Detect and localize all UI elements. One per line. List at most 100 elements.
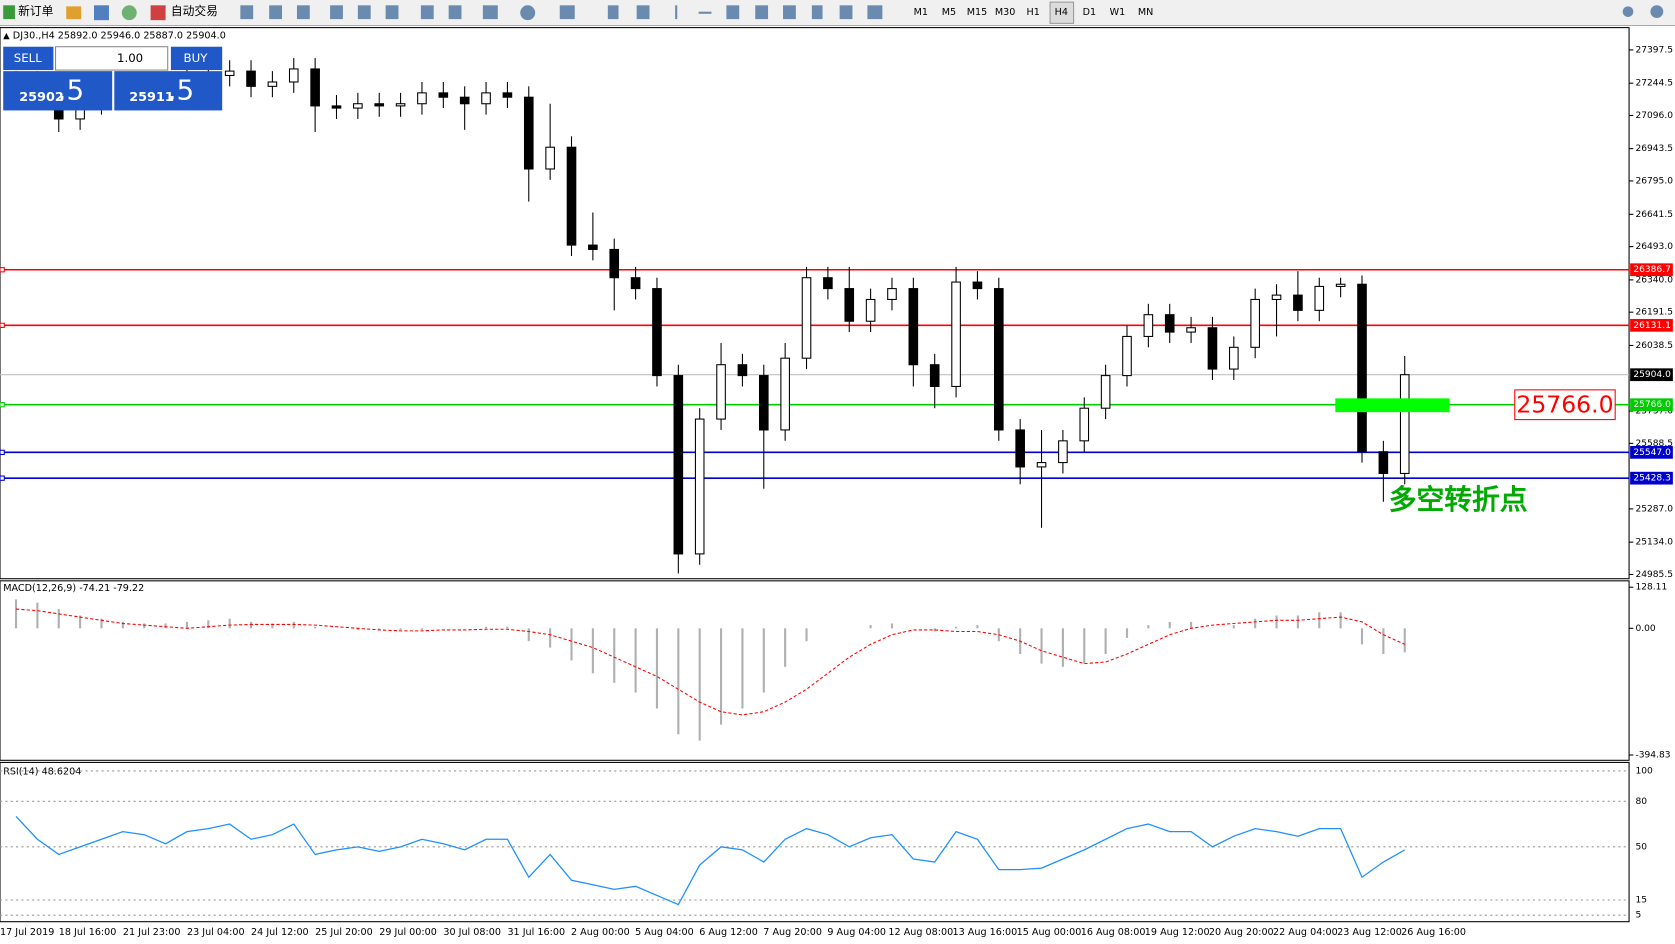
ask-price[interactable]: 25911 (129, 90, 174, 105)
candle-body (1164, 314, 1175, 333)
ask-pips[interactable]: .5 (168, 73, 195, 106)
candle-body (630, 277, 641, 290)
tool[interactable] (783, 5, 796, 20)
candle-body (716, 364, 726, 420)
sell-label[interactable]: SELL (14, 51, 42, 65)
timeframe[interactable]: M30 (995, 7, 1016, 18)
candle-body (780, 357, 790, 431)
level-label: 25547.0 (1633, 448, 1671, 458)
tool[interactable] (357, 5, 371, 20)
current-price-label: 25904.0 (1633, 370, 1671, 380)
candle-body (1399, 374, 1410, 474)
level-label: 25428.3 (1633, 474, 1671, 484)
tool[interactable] (839, 5, 853, 20)
candle-body (288, 68, 299, 83)
timeframe[interactable]: M15 (967, 7, 988, 18)
timeframe[interactable]: H4 (1055, 7, 1068, 18)
lot-input[interactable] (55, 46, 169, 71)
y-tick-label: 26641.5 (1635, 210, 1673, 220)
tool[interactable] (420, 5, 434, 20)
y-tick-label: 25588.5 (1635, 439, 1673, 449)
level-tag (1630, 318, 1673, 332)
candle-body (1293, 294, 1303, 311)
tool[interactable] (482, 5, 498, 20)
timeframe[interactable]: MN (1138, 7, 1153, 18)
tool[interactable] (520, 5, 536, 21)
bid-pips[interactable]: .5 (58, 73, 85, 106)
tool[interactable] (698, 11, 712, 14)
buy-button[interactable] (170, 46, 223, 71)
timeframe[interactable]: M1 (914, 7, 928, 18)
buy-label[interactable]: BUY (184, 51, 209, 65)
tool[interactable] (330, 5, 343, 20)
highlight-zone (1335, 398, 1450, 413)
y-tick-label: 26340.0 (1635, 275, 1673, 285)
level-handle (0, 475, 5, 481)
candle-body (1335, 283, 1346, 287)
chart-header: DJ30.,H4 25892.0 25946.0 25887.0 25904.0 (13, 31, 226, 42)
active-timeframe (1049, 1, 1075, 24)
candle-body (1207, 327, 1218, 370)
icon[interactable] (66, 6, 82, 20)
candle-body (523, 96, 534, 170)
time-label: 5 Aug 04:00 (635, 927, 694, 938)
level-tag (1630, 263, 1673, 277)
time-label: 30 Jul 08:00 (443, 927, 501, 938)
candle-body (865, 298, 876, 322)
community[interactable] (1650, 5, 1664, 19)
candle-body (438, 92, 449, 98)
level-handle (0, 402, 5, 408)
bid-price[interactable]: 25902 (19, 90, 64, 105)
new-order-icon[interactable] (3, 5, 15, 20)
tool[interactable] (867, 5, 883, 20)
signal-line (15, 608, 1405, 716)
tool[interactable] (448, 5, 462, 20)
candle-body (1015, 429, 1025, 468)
candle-body (353, 103, 363, 109)
timeframe[interactable]: H1 (1027, 7, 1040, 18)
icon[interactable] (94, 5, 109, 21)
time-label: 17 Jul 2019 (0, 927, 54, 938)
time-label: 2 Aug 00:00 (571, 927, 630, 938)
y-tick-label: 26493.0 (1635, 242, 1673, 252)
candle-body (908, 288, 919, 366)
candle-body (331, 105, 342, 109)
candle-body (823, 277, 833, 290)
icon[interactable] (121, 5, 137, 21)
tool[interactable] (559, 5, 575, 20)
candle-body (929, 364, 940, 387)
tool[interactable] (726, 5, 740, 20)
tool[interactable] (385, 5, 399, 20)
y-tick-label: 27096.0 (1635, 111, 1673, 121)
tool[interactable] (811, 5, 823, 20)
y-tick-label: 26038.5 (1635, 341, 1673, 351)
tool[interactable] (240, 5, 254, 20)
lot-size[interactable]: 1.00 (117, 51, 143, 65)
ask-box[interactable] (114, 71, 223, 111)
timeframe[interactable]: D1 (1083, 7, 1097, 18)
price-callout: 25766.0 (1516, 390, 1613, 418)
current-price-tag (1630, 368, 1673, 382)
tool[interactable] (607, 5, 619, 20)
y-tick-label: 25287.0 (1635, 504, 1673, 514)
search[interactable] (1622, 6, 1634, 17)
level-tag (1630, 445, 1673, 459)
sell-button[interactable] (3, 46, 54, 71)
tool[interactable] (296, 5, 310, 20)
auto-trading[interactable]: 自动交易 (171, 4, 218, 18)
tool[interactable] (269, 5, 283, 20)
time-label: 24 Jul 12:00 (251, 927, 309, 938)
candle-body (652, 288, 662, 377)
timeframe[interactable]: W1 (1110, 7, 1126, 18)
tool[interactable] (675, 5, 678, 20)
new-order[interactable]: 新订单 (18, 4, 54, 18)
timeframe[interactable]: M5 (942, 7, 956, 18)
tool[interactable] (636, 5, 650, 20)
bid-box[interactable] (3, 71, 113, 111)
tool[interactable] (755, 5, 769, 20)
candle-body (588, 244, 598, 250)
candle-body (1357, 283, 1367, 453)
one-click-trading: SELL 1.00 BUY 25902 .5 25911 .5 (3, 46, 223, 111)
auto-trading-icon[interactable] (150, 5, 166, 21)
